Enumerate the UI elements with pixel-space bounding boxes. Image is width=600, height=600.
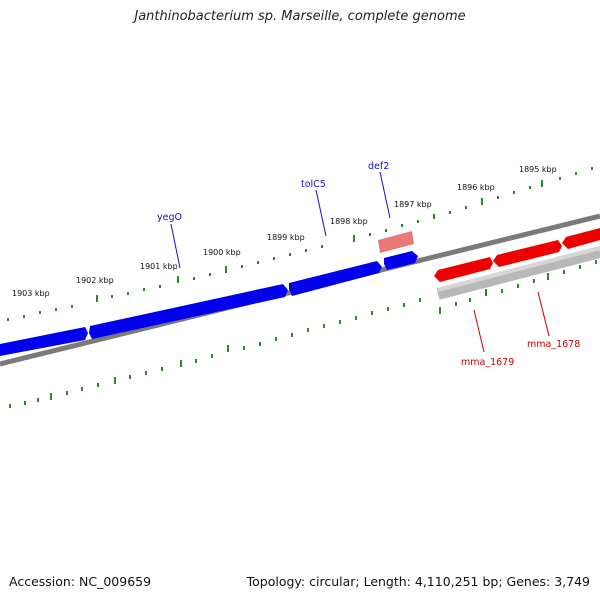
gene-arrow-mma_1679[interactable] xyxy=(434,257,493,282)
gene-label-yegO[interactable]: yegO xyxy=(157,212,182,223)
tick-label: 1902 kbp xyxy=(76,276,114,285)
inner-tick-track xyxy=(9,260,597,408)
gene-arrow-mma_1678[interactable] xyxy=(493,240,562,267)
gene-arrow-def2-region[interactable] xyxy=(384,251,418,270)
gene-label-mma_1678[interactable]: mma_1678 xyxy=(527,339,580,350)
tick-label: 1896 kbp xyxy=(457,183,495,192)
tick-label: 1895 kbp xyxy=(519,165,557,174)
gene-label-def2[interactable]: def2 xyxy=(368,161,389,172)
leader-mma_1679 xyxy=(473,309,485,353)
gene-arrow-1[interactable] xyxy=(0,327,88,356)
tick-labels: 1903 kbp 1902 kbp 1901 kbp 1900 kbp 1899… xyxy=(12,165,557,298)
leader-mma_1678 xyxy=(537,291,550,337)
rna-gene-def2[interactable] xyxy=(378,231,414,253)
tick-label: 1900 kbp xyxy=(203,248,241,257)
gene-arrow-3[interactable] xyxy=(562,228,600,249)
outer-tick-track xyxy=(7,167,593,321)
tick-label: 1901 kbp xyxy=(140,262,178,271)
map-title: Janthinobacterium sp. Marseille, complet… xyxy=(134,9,466,24)
reverse-strand-backbone-shade xyxy=(437,246,600,292)
label-leaders xyxy=(170,171,550,353)
gene-arrow-yegO[interactable] xyxy=(89,284,288,339)
gene-label-tolC5[interactable]: tolC5 xyxy=(301,179,326,190)
leader-tolC5 xyxy=(315,189,327,237)
reverse-genes xyxy=(434,228,600,282)
forward-genes xyxy=(0,251,418,356)
genome-stats-text: Topology: circular; Length: 4,110,251 bp… xyxy=(246,574,590,589)
gene-arrow-tolC5[interactable] xyxy=(289,261,382,296)
leader-def2 xyxy=(379,171,391,219)
tick-label: 1899 kbp xyxy=(267,233,305,242)
gene-label-mma_1679[interactable]: mma_1679 xyxy=(461,357,514,368)
tick-label: 1903 kbp xyxy=(12,289,50,298)
accession-text: Accession: NC_009659 xyxy=(9,574,152,589)
gene-labels: yegO tolC5 def2 mma_1679 mma_1678 xyxy=(157,161,580,368)
reverse-strand-backbone xyxy=(436,246,600,300)
tick-label: 1898 kbp xyxy=(330,217,368,226)
leader-yegO xyxy=(170,223,181,269)
tick-label: 1897 kbp xyxy=(394,200,432,209)
